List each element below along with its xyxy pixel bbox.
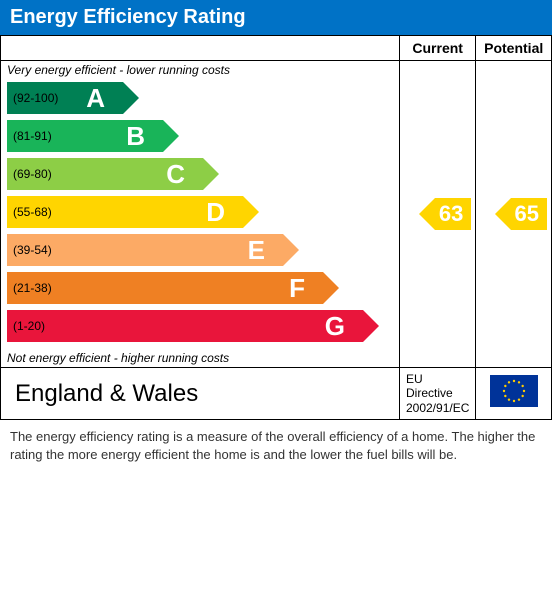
band-row-c: (69-80) C xyxy=(7,155,393,193)
band-letter: E xyxy=(248,235,265,266)
band-row-g: (1-20) G xyxy=(7,307,393,345)
band-letter: D xyxy=(206,197,225,228)
band-bar-b: (81-91) B xyxy=(7,120,163,152)
band-range: (39-54) xyxy=(13,243,52,257)
chart-cell: Very energy efficient - lower running co… xyxy=(1,61,400,368)
band-range: (21-38) xyxy=(13,281,52,295)
region-text: England & Wales xyxy=(7,380,198,407)
col-potential-header: Potential xyxy=(476,36,552,61)
band-row-a: (92-100) A xyxy=(7,79,393,117)
band-letter: A xyxy=(86,83,105,114)
region-cell: England & Wales xyxy=(1,368,400,420)
directive-line2: 2002/91/EC xyxy=(406,401,469,415)
band-range: (55-68) xyxy=(13,205,52,219)
chart-row: Very energy efficient - lower running co… xyxy=(1,61,552,368)
band-bar-g: (1-20) G xyxy=(7,310,363,342)
footer-row: England & Wales EU Directive 2002/91/EC xyxy=(1,368,552,420)
bars-wrap: (92-100) A (81-91) B (69-80) C (55-68) D (39-54)… xyxy=(1,79,399,349)
band-bar-e: (39-54) E xyxy=(7,234,283,266)
band-range: (92-100) xyxy=(13,91,58,105)
band-row-d: (55-68) D xyxy=(7,193,393,231)
band-bar-c: (69-80) C xyxy=(7,158,203,190)
rating-table: Current Potential Very energy efficient … xyxy=(0,35,552,420)
band-bar-a: (92-100) A xyxy=(7,82,123,114)
title-bar: Energy Efficiency Rating xyxy=(0,0,552,35)
band-letter: F xyxy=(289,273,305,304)
band-letter: B xyxy=(126,121,145,152)
eu-flag-icon xyxy=(490,375,538,407)
potential-cell: 65 xyxy=(476,61,552,368)
band-row-e: (39-54) E xyxy=(7,231,393,269)
band-range: (1-20) xyxy=(13,319,45,333)
potential-arrow: 65 xyxy=(511,198,547,230)
band-range: (81-91) xyxy=(13,129,52,143)
flag-cell xyxy=(476,368,552,420)
directive-line1: EU Directive xyxy=(406,372,469,401)
band-row-b: (81-91) B xyxy=(7,117,393,155)
description-text: The energy efficiency rating is a measur… xyxy=(0,420,552,472)
header-row: Current Potential xyxy=(1,36,552,61)
col-current-header: Current xyxy=(399,36,475,61)
current-value: 63 xyxy=(439,201,463,227)
band-range: (69-80) xyxy=(13,167,52,181)
band-row-f: (21-38) F xyxy=(7,269,393,307)
caption-top: Very energy efficient - lower running co… xyxy=(1,61,399,79)
directive-cell: EU Directive 2002/91/EC xyxy=(399,368,475,420)
band-bar-f: (21-38) F xyxy=(7,272,323,304)
band-letter: G xyxy=(325,311,345,342)
band-bar-d: (55-68) D xyxy=(7,196,243,228)
band-letter: C xyxy=(166,159,185,190)
caption-bottom: Not energy efficient - higher running co… xyxy=(1,349,399,367)
potential-value: 65 xyxy=(515,201,539,227)
current-arrow: 63 xyxy=(435,198,471,230)
title-text: Energy Efficiency Rating xyxy=(10,6,246,28)
current-cell: 63 xyxy=(399,61,475,368)
